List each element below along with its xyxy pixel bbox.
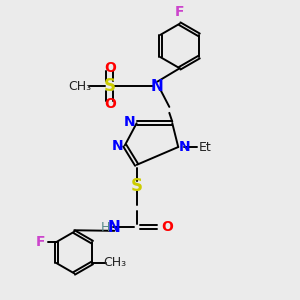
Text: O: O: [104, 61, 116, 75]
Text: F: F: [175, 5, 184, 20]
Text: N: N: [151, 79, 164, 94]
Text: S: S: [130, 177, 142, 195]
Text: CH₃: CH₃: [103, 256, 126, 269]
Text: N: N: [123, 115, 135, 129]
Text: S: S: [104, 77, 116, 95]
Text: Et: Et: [199, 140, 212, 154]
Text: F: F: [36, 235, 46, 249]
Text: N: N: [112, 139, 123, 152]
Text: N: N: [179, 140, 190, 154]
Text: O: O: [161, 220, 173, 234]
Text: O: O: [104, 97, 116, 111]
Text: CH₃: CH₃: [69, 80, 92, 93]
Text: H: H: [101, 221, 110, 234]
Text: N: N: [107, 220, 120, 235]
